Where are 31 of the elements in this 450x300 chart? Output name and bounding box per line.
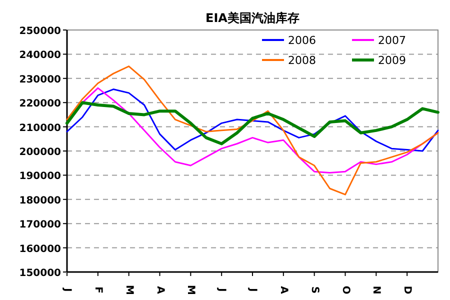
x-tick-label: M — [185, 285, 196, 296]
y-tick-label: 230000 — [19, 74, 62, 86]
legend-label: 2007 — [378, 34, 406, 47]
chart-title: EIA美国汽油库存 — [206, 11, 300, 25]
x-tick-label: M — [123, 285, 134, 296]
line-series — [66, 66, 439, 196]
y-tick-label: 180000 — [19, 195, 62, 206]
x-tick-label: O — [340, 286, 351, 294]
y-tick-label: 220000 — [19, 98, 62, 110]
x-tick-label: J — [62, 287, 72, 292]
y-tick-label: 150000 — [19, 268, 62, 279]
x-tick-label: F — [92, 286, 104, 294]
x-tick-label: D — [402, 286, 413, 294]
y-tick-label: 170000 — [19, 220, 62, 231]
y-tick-label: 210000 — [19, 122, 62, 134]
line-series — [66, 101, 440, 146]
x-tick-label: A — [154, 286, 166, 294]
x-tick-label: S — [308, 286, 320, 294]
y-tick-label: 250000 — [19, 26, 62, 37]
x-tick-label: N — [370, 286, 382, 294]
x-tick-label: J — [247, 287, 258, 292]
y-tick-label: 200000 — [19, 147, 62, 158]
line-series — [66, 88, 439, 152]
legend-label: 2009 — [378, 54, 406, 67]
x-tick-label: A — [278, 286, 289, 294]
x-tick-label: J — [216, 287, 228, 292]
y-tick-label: 190000 — [19, 171, 62, 182]
legend-label: 2008 — [288, 54, 316, 67]
y-tick-label: 240000 — [19, 50, 62, 62]
y-tick-label: 160000 — [19, 244, 62, 255]
legend-label: 2006 — [288, 34, 316, 47]
